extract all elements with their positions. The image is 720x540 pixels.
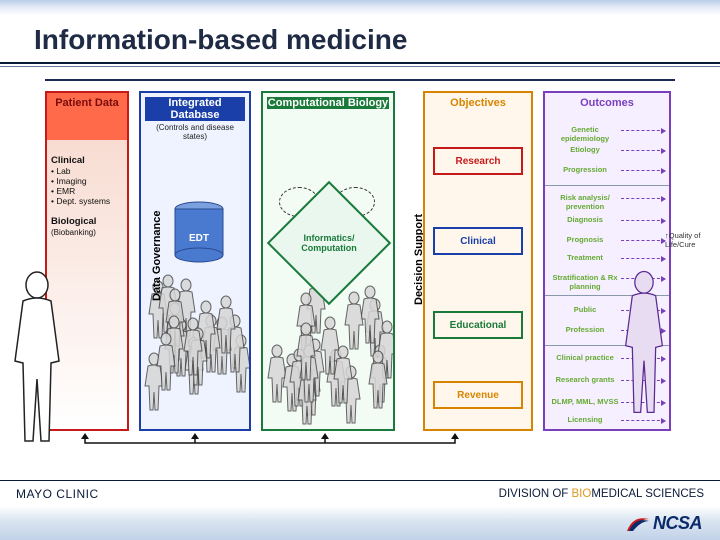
- bottom-bracket-icon: [75, 433, 465, 453]
- outcome-item: Treatment: [549, 253, 621, 262]
- label-governance: Data Governance: [151, 211, 163, 301]
- col-objectives: Objectives Research Clinical Educational Rev…: [423, 91, 533, 431]
- outcome-item: Etiology: [549, 145, 621, 154]
- col-outcomes-header: Outcomes: [549, 97, 665, 109]
- outcome-item: Public: [549, 305, 621, 314]
- footer-left: MAYO CLINIC: [16, 487, 99, 501]
- bottom-bar: NCSA: [0, 506, 720, 540]
- outcome-note: ↑Quality of Life/Cure: [665, 231, 705, 249]
- person-icon: [213, 295, 239, 355]
- outcome-item: Stratification & Rx planning: [549, 273, 621, 291]
- outcome-arrow-icon: [621, 258, 665, 259]
- ncsa-logo: NCSA: [625, 513, 702, 534]
- objective-box: Educational: [433, 311, 523, 339]
- person-icon: [341, 291, 367, 351]
- outcome-item: Licensing: [549, 415, 621, 424]
- outcome-item: DLMP, MML, MVSS: [549, 397, 621, 406]
- title-rule-2: [0, 66, 720, 67]
- outcome-figure-icon: [619, 269, 669, 419]
- outcome-item: Prognosis: [549, 235, 621, 244]
- ncsa-swoosh-icon: [625, 513, 651, 533]
- patient-figure-icon: [7, 269, 67, 449]
- title-rule-1: [0, 62, 720, 64]
- col-database-sub: (Controls and disease states): [145, 123, 245, 141]
- outcome-item: Progression: [549, 165, 621, 174]
- outcome-arrow-icon: [621, 170, 665, 171]
- section-divider: [545, 185, 669, 186]
- footer-right: DIVISION OF BIOMEDICAL SCIENCES: [499, 488, 704, 500]
- col-objectives-header: Objectives: [429, 97, 527, 109]
- col-compbio-header: Computational Biology: [267, 97, 389, 109]
- col-database-header: Integrated Database: [145, 97, 245, 121]
- outcome-arrow-icon: [621, 130, 665, 131]
- outcome-item: Clinical practice: [549, 353, 621, 362]
- footer: MAYO CLINIC DIVISION OF BIOMEDICAL SCIEN…: [0, 480, 720, 502]
- svg-text:EDT: EDT: [189, 233, 209, 244]
- patient-items: Clinical• Lab• Imaging• EMR• Dept. syste…: [51, 155, 110, 237]
- person-icon: [365, 350, 391, 410]
- outcome-item: Profession: [549, 325, 621, 334]
- outcome-arrow-icon: [621, 420, 665, 421]
- diagram: Patient Data Clinical• Lab• Imaging• EMR•…: [45, 79, 675, 459]
- col-patient-header: Patient Data: [51, 97, 123, 109]
- person-icon: [153, 332, 179, 392]
- objective-box: Research: [433, 147, 523, 175]
- outcome-item: Research grants: [549, 375, 621, 384]
- slide-title: Information-based medicine: [0, 16, 720, 62]
- outcome-arrow-icon: [621, 198, 665, 199]
- objective-box: Revenue: [433, 381, 523, 409]
- database-cylinder-icon: EDT: [173, 201, 225, 263]
- outcome-arrow-icon: [621, 220, 665, 221]
- outcome-arrow-icon: [621, 150, 665, 151]
- objective-box: Clinical: [433, 227, 523, 255]
- top-gradient: [0, 0, 720, 16]
- outcome-item: Risk analysis/ prevention: [549, 193, 621, 211]
- person-icon: [330, 345, 356, 405]
- person-icon: [293, 322, 319, 382]
- person-icon: [180, 317, 206, 377]
- outcome-item: Diagnosis: [549, 215, 621, 224]
- outcome-item: Genetic epidemiology: [549, 125, 621, 143]
- outcome-arrow-icon: [621, 240, 665, 241]
